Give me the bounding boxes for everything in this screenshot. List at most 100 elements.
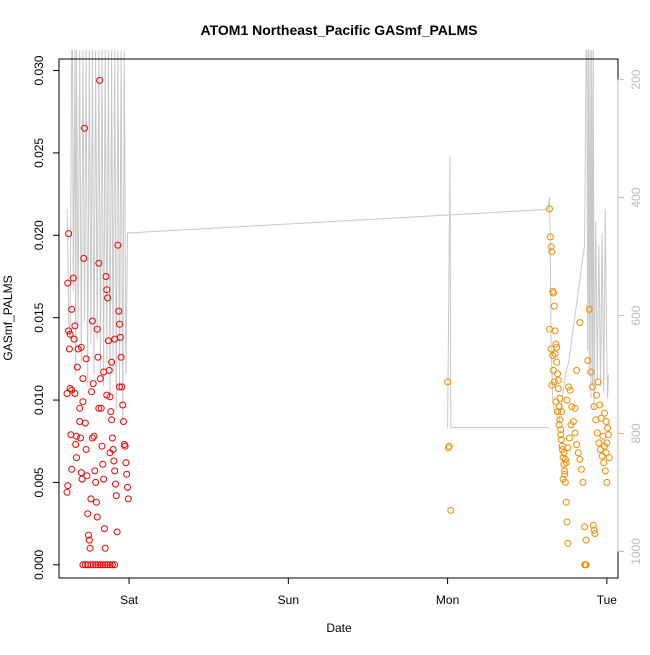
data-point (70, 335, 78, 343)
data-point (108, 434, 116, 442)
data-point (111, 335, 119, 343)
data-point (66, 330, 74, 338)
altitude-trace-layer (66, 49, 609, 429)
data-point (116, 320, 123, 328)
y-axis-label: GASmf_PALMS (1, 275, 15, 360)
data-point (100, 368, 108, 376)
data-point (591, 530, 599, 537)
data-point (605, 454, 613, 462)
data-point (114, 241, 122, 249)
data-point (77, 469, 85, 477)
data-point (561, 455, 569, 463)
data-point (99, 460, 107, 468)
data-point (593, 391, 600, 399)
data-point (554, 376, 562, 384)
data-point (84, 510, 92, 518)
data-point (554, 370, 561, 378)
data-point (78, 475, 86, 483)
data-point (571, 404, 579, 412)
data-point (546, 205, 553, 213)
data-point (107, 408, 115, 416)
plot-frame (58, 58, 619, 579)
data-point (105, 366, 113, 374)
data-point (95, 259, 103, 267)
data-point (444, 378, 452, 386)
data-point (88, 388, 96, 396)
data-point (92, 478, 100, 486)
data-point (108, 358, 116, 366)
data-point (112, 492, 120, 500)
data-point (576, 455, 584, 463)
data-point (65, 230, 73, 238)
data-point (596, 401, 604, 409)
data-point (546, 233, 554, 241)
x-tick-label: Mon (436, 593, 459, 607)
data-point (64, 279, 72, 287)
data-point (102, 273, 110, 280)
data-point (119, 401, 127, 409)
data-point (598, 452, 606, 460)
data-point (63, 390, 71, 397)
data-point (92, 561, 100, 569)
data-point (561, 470, 569, 478)
data-point (557, 431, 565, 439)
data-point (557, 426, 565, 434)
data-point (87, 495, 95, 503)
data-point (99, 561, 107, 569)
data-point (79, 398, 87, 406)
x-tick-label: Sun (278, 593, 299, 607)
data-point (98, 442, 106, 450)
data-point (556, 394, 564, 402)
data-point (556, 416, 564, 424)
data-point (96, 375, 104, 383)
data-point (110, 457, 118, 465)
data-point (553, 358, 561, 366)
data-point (65, 327, 73, 335)
data-point (108, 416, 116, 424)
data-point (592, 416, 600, 424)
data-point (567, 421, 575, 429)
data-point (564, 539, 572, 547)
data-point (81, 419, 89, 427)
data-point (550, 366, 557, 374)
data-point (550, 302, 558, 310)
data-point (599, 432, 607, 440)
data-point (116, 383, 123, 391)
right-tick-label: 400 (629, 187, 643, 207)
data-point (90, 432, 98, 440)
data-point (554, 385, 562, 392)
data-point (77, 343, 85, 351)
data-point (103, 286, 111, 294)
data-point (69, 274, 77, 282)
y-axis: 0.000 0.005 0.010 0.015 0.020 0.025 0.030 (32, 55, 60, 580)
data-point (94, 561, 102, 569)
data-point (100, 525, 108, 533)
data-point (550, 289, 557, 297)
chart-title: ATOM1 Northeast_Pacific GASmf_PALMS (201, 22, 478, 38)
data-point (104, 294, 112, 302)
data-point (68, 305, 76, 313)
data-point (571, 429, 579, 437)
data-point (447, 506, 455, 514)
data-point (581, 523, 589, 531)
right-tick-label: 800 (629, 423, 643, 443)
data-point (115, 307, 123, 315)
y-tick-label: 0.000 (32, 549, 46, 579)
data-point (64, 482, 72, 490)
data-point (124, 495, 132, 503)
data-point (65, 345, 73, 353)
data-point (589, 383, 596, 391)
data-point (558, 408, 565, 416)
altitude-trace-right (547, 49, 609, 423)
data-point (563, 396, 571, 404)
x-axis-label: Date (326, 621, 352, 635)
data-point (551, 327, 559, 335)
data-point (552, 340, 560, 348)
data-point (603, 478, 611, 486)
data-point (97, 404, 105, 412)
data-point (101, 561, 109, 569)
data-point (73, 454, 80, 462)
data-point (548, 381, 556, 389)
data-point (76, 404, 84, 412)
data-point (547, 243, 555, 251)
